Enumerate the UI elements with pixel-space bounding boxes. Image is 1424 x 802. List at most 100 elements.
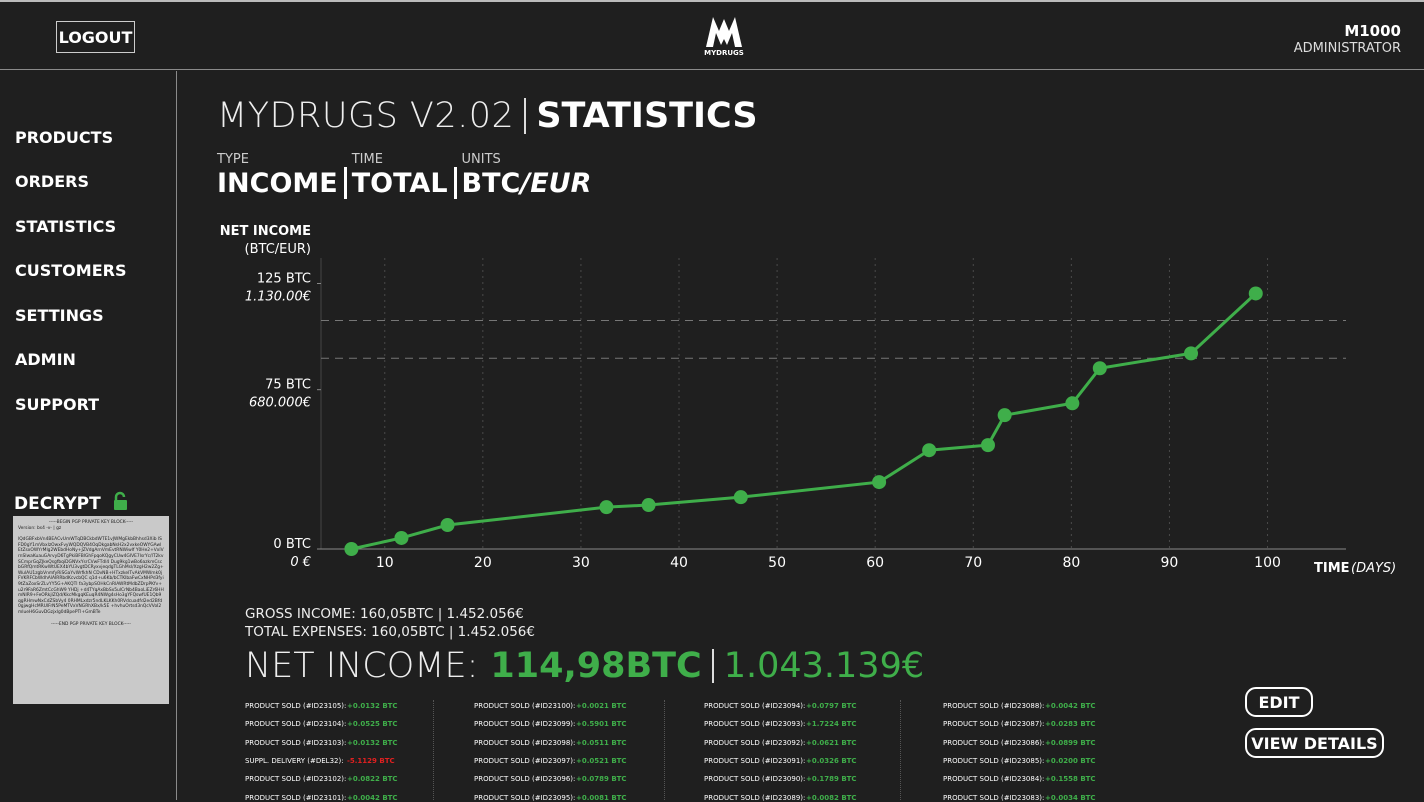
transaction: PRODUCT SOLD (#ID23099): +0.5901 BTC <box>474 720 627 729</box>
filter-value[interactable]: BTC/EUR <box>462 169 592 199</box>
decrypt-text[interactable]: DECRYPT <box>14 494 101 514</box>
transaction-label: PRODUCT SOLD (#ID23100): <box>474 702 576 710</box>
y-tick-label: 125 BTC <box>257 271 311 286</box>
transaction: PRODUCT SOLD (#ID23097): +0.0521 BTC <box>474 757 627 765</box>
transaction-amount: +0.0200 BTC <box>1045 756 1096 765</box>
x-tick-label: 100 <box>1254 555 1281 571</box>
transaction-label: PRODUCT SOLD (#ID23103): <box>245 738 347 747</box>
nav-item[interactable]: STATISTICS <box>15 217 117 236</box>
logo-icon <box>706 17 742 47</box>
pgp-begin: -----BEGIN PGP PRIVATE KEY BLOCK----- <box>48 520 134 525</box>
transaction-label: PRODUCT SOLD (#ID23088): <box>943 702 1045 710</box>
filter-label: TIME <box>351 152 383 167</box>
net-label: NET INCOME: <box>245 646 479 686</box>
x-tick-label: 50 <box>768 555 786 571</box>
transaction: PRODUCT SOLD (#ID23084): +0.1558 BTC <box>943 775 1096 784</box>
point <box>1184 346 1199 361</box>
transaction: PRODUCT SOLD (#ID23086): +0.0899 BTC <box>943 738 1096 747</box>
point <box>733 490 748 505</box>
x-axis-unit: (DAYS) <box>1351 561 1396 576</box>
point <box>1248 286 1263 301</box>
transaction: PRODUCT SOLD (#ID23101): +0.0042 BTC <box>245 793 398 802</box>
transaction-label: PRODUCT SOLD (#ID23089): <box>704 793 806 802</box>
transaction: PRODUCT SOLD (#ID23098): +0.0511 BTC <box>474 738 627 747</box>
separator <box>664 700 665 800</box>
transaction-amount: +0.0511 BTC <box>576 738 627 747</box>
transaction-amount: +0.0326 BTC <box>806 756 857 765</box>
view-details-button[interactable]: VIEW DETAILS <box>1245 728 1384 758</box>
nav-item[interactable]: SUPPORT <box>15 395 100 414</box>
point <box>980 438 995 453</box>
x-tick-label: 40 <box>670 555 688 571</box>
user-info: M1000 ADMINISTRATOR <box>1294 23 1401 57</box>
transaction-label: PRODUCT SOLD (#ID23092): <box>704 738 806 747</box>
user-role: ADMINISTRATOR <box>1293 41 1401 56</box>
separator <box>433 700 434 800</box>
transaction: PRODUCT SOLD (#ID23092): +0.0621 BTC <box>704 738 857 747</box>
y-tick-label-eur: 1.130.00€ <box>245 289 311 304</box>
point <box>394 530 409 545</box>
pgp-key-block: -----BEGIN PGP PRIVATE KEY BLOCK----- Ve… <box>13 516 169 704</box>
point <box>440 517 455 532</box>
logout-button[interactable]: LOGOUT <box>56 21 135 53</box>
x-tick-label: 10 <box>376 555 394 571</box>
transaction-label: PRODUCT SOLD (#ID23101): <box>245 793 347 802</box>
transaction-amount: +0.0042 BTC <box>1045 702 1096 710</box>
transaction-label: PRODUCT SOLD (#ID23099): <box>474 720 576 729</box>
point <box>922 443 937 458</box>
transaction-label: PRODUCT SOLD (#ID23093): <box>704 720 806 729</box>
x-tick-label: 70 <box>964 555 982 571</box>
transaction-amount: +0.0899 BTC <box>1045 738 1096 747</box>
transaction-label: PRODUCT SOLD (#ID23098): <box>474 738 576 747</box>
filter-value[interactable]: INCOME <box>217 168 338 199</box>
edit-button[interactable]: EDIT <box>1245 687 1313 717</box>
filter-value[interactable]: TOTAL <box>351 168 448 199</box>
pgp-version: Version: bs4 -v- | gz <box>18 525 62 531</box>
point <box>344 542 359 556</box>
point <box>641 498 656 513</box>
x-tick-label: 20 <box>474 555 492 571</box>
x-tick-label: 60 <box>866 555 884 571</box>
nav-item[interactable]: CUSTOMERS <box>15 261 127 280</box>
transaction: PRODUCT SOLD (#ID23090): +0.1789 BTC <box>704 775 857 783</box>
x-tick-label: 30 <box>572 555 590 571</box>
transaction-label: PRODUCT SOLD (#ID23084): <box>943 775 1045 784</box>
y-tick-label-eur: 680.000€ <box>249 396 311 411</box>
transaction-amount: +0.0132 BTC <box>347 702 398 710</box>
x-tick-label: 90 <box>1161 555 1179 571</box>
transaction-amount: +0.0042 BTC <box>347 793 398 802</box>
net-btc: 114,98BTC <box>490 646 702 686</box>
transaction-amount: +0.1558 BTC <box>1045 775 1096 784</box>
nav-item[interactable]: ORDERS <box>15 172 89 191</box>
nav-item[interactable]: SETTINGS <box>15 306 104 325</box>
app-name: MYDRUGS V2.02 <box>217 96 515 136</box>
transaction-label: PRODUCT SOLD (#ID23086): <box>943 738 1045 747</box>
transaction-amount: +0.0081 BTC <box>576 793 627 802</box>
transaction-amount: +0.0789 BTC <box>576 775 627 784</box>
y-axis-title: NET INCOME <box>220 224 311 239</box>
filter-label: UNITS <box>461 152 501 167</box>
net-eur: 1.043.139€ <box>711 649 924 684</box>
transaction-amount: +0.1789 BTC <box>806 775 857 784</box>
section-name: STATISTICS <box>524 98 758 134</box>
top-bar: LOGOUT MYDRUGS M1000 ADMINISTRATOR <box>0 0 1424 70</box>
nav-item[interactable]: ADMIN <box>15 350 76 369</box>
transaction-amount: +0.0082 BTC <box>806 793 857 802</box>
filter-time[interactable]: TIME TOTAL <box>343 152 454 199</box>
user-name: M1000 <box>1344 22 1401 40</box>
transaction: PRODUCT SOLD (#ID23103): +0.0132 BTC <box>245 738 398 747</box>
net-income: NET INCOME: 114,98BTC 1.043.139€ <box>245 646 924 686</box>
decrypt-label[interactable]: DECRYPT <box>14 491 131 514</box>
chart: NET INCOME (BTC/EUR) 0 BTC 0 € 75 BTC 680.000… <box>220 224 1397 576</box>
transaction-amount: +0.0621 BTC <box>806 738 857 747</box>
nav-item[interactable]: PRODUCTS <box>15 128 114 147</box>
filter-type[interactable]: TYPE INCOME <box>217 152 344 199</box>
transaction: PRODUCT SOLD (#ID23105): +0.0132 BTC <box>245 702 398 710</box>
filter-units[interactable]: UNITS BTC/EUR <box>453 152 598 199</box>
x-tick-label: 80 <box>1062 555 1080 571</box>
transaction: PRODUCT SOLD (#ID23088): +0.0042 BTC <box>943 702 1096 710</box>
transaction-amount: +0.0283 BTC <box>1045 720 1096 729</box>
transaction-label: PRODUCT SOLD (#ID23091): <box>704 756 806 765</box>
pgp-end: -----END PGP PRIVATE KEY BLOCK----- <box>51 621 131 627</box>
transaction-label: PRODUCT SOLD (#ID23095): <box>474 793 576 802</box>
